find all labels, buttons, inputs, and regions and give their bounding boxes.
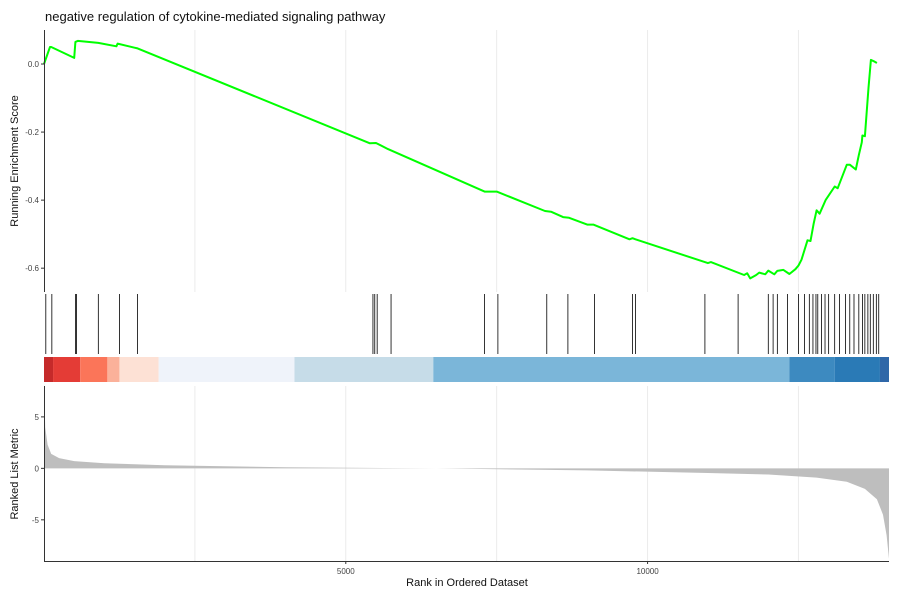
enrichment-score-line [43, 39, 878, 280]
es-y-axis-title: Running Enrichment Score [9, 95, 21, 226]
color-band-panel [44, 357, 889, 382]
es-y-tick-label: 0.0 [28, 60, 40, 69]
color-band-segment [158, 357, 295, 382]
ranked-metric-area [44, 380, 889, 559]
color-band-segment [789, 357, 835, 382]
x-axis-title: Rank in Ordered Dataset [406, 577, 528, 589]
es-y-tick-label: -0.4 [25, 196, 39, 205]
metric-y-axis-title: Ranked List Metric [9, 428, 21, 520]
color-band-segment [53, 357, 81, 382]
es-y-tick-label: -0.6 [25, 264, 39, 273]
chart-title: negative regulation of cytokine-mediated… [45, 9, 386, 24]
color-band-segment [834, 357, 880, 382]
color-band-segment [80, 357, 108, 382]
color-band-segment [44, 357, 54, 382]
metric-y-tick-label: -5 [32, 516, 40, 525]
x-tick-label: 10000 [636, 567, 659, 576]
hit-marks-panel [45, 294, 880, 354]
color-band-segment [433, 357, 790, 382]
x-tick-label: 5000 [337, 567, 355, 576]
color-band-segment [119, 357, 159, 382]
ranked-metric-panel [44, 380, 889, 559]
color-band-segment [294, 357, 434, 382]
enrichment-score-panel [43, 39, 878, 280]
axes [44, 30, 889, 562]
metric-y-tick-label: 0 [35, 464, 40, 473]
color-band-segment [879, 357, 889, 382]
metric-y-tick-label: 5 [35, 413, 40, 422]
ticks-layer: 5000 10000 0.0 -0.2 -0.4 -0.6 5 0 -5 [25, 60, 659, 576]
es-y-tick-label: -0.2 [25, 128, 39, 137]
color-band-segment [107, 357, 120, 382]
